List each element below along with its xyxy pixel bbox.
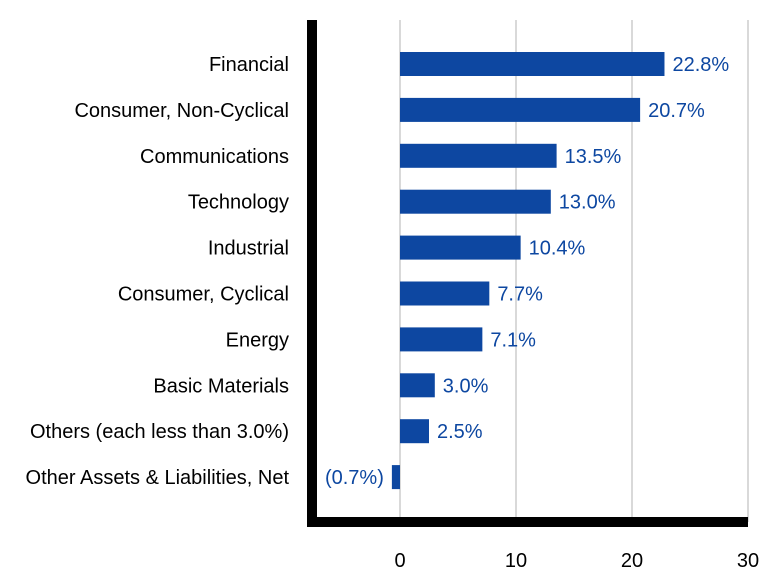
data-label: 3.0% (443, 375, 489, 397)
category-label: Basic Materials (153, 375, 289, 397)
gridlines (399, 20, 749, 522)
axes (307, 20, 748, 527)
bar (400, 419, 429, 444)
data-label: 13.0% (559, 192, 616, 214)
bar (400, 327, 483, 352)
data-label: 7.7% (497, 284, 543, 306)
category-label: Consumer, Non-Cyclical (74, 100, 289, 122)
category-label: Technology (188, 192, 289, 214)
data-label: 7.1% (490, 329, 536, 351)
category-label: Consumer, Cyclical (118, 284, 289, 306)
data-label: 2.5% (437, 421, 483, 443)
data-label: 20.7% (648, 100, 705, 122)
x-tick-label: 0 (394, 550, 405, 572)
category-label: Other Assets & Liabilities, Net (26, 467, 290, 489)
category-label: Industrial (208, 238, 289, 260)
data-label: 10.4% (529, 238, 586, 260)
bar (400, 143, 557, 168)
data-label: 13.5% (565, 146, 622, 168)
labels: 0 10 20 30 Financial 22.8% Consumer, Non-Cycli… (26, 54, 760, 572)
data-label: (0.7%) (325, 467, 384, 489)
x-tick-label: 30 (737, 550, 759, 572)
data-label: 22.8% (672, 54, 729, 76)
bar (400, 281, 490, 306)
category-label: Communications (140, 146, 289, 168)
category-label: Financial (209, 54, 289, 76)
x-tick-label: 20 (621, 550, 643, 572)
x-tick-label: 10 (505, 550, 527, 572)
bar (400, 373, 435, 398)
category-label: Others (each less than 3.0%) (30, 421, 289, 443)
bar (400, 189, 551, 214)
bar (400, 52, 665, 76)
bar (400, 235, 521, 260)
bar (391, 465, 400, 490)
bars (391, 52, 665, 490)
bar (400, 97, 641, 122)
category-label: Energy (226, 329, 289, 351)
